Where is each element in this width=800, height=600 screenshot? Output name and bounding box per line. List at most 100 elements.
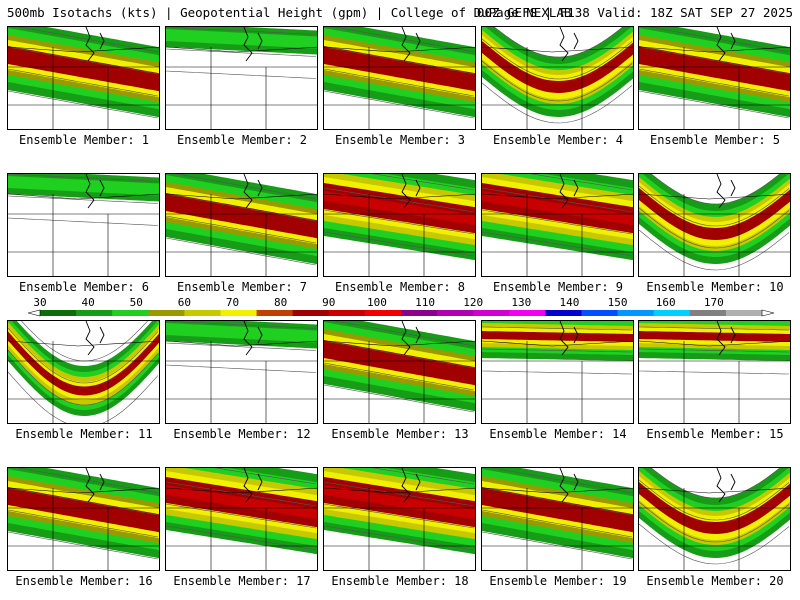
coastline: [559, 27, 579, 62]
ensemble-member-label: Ensemble Member: 4: [492, 133, 624, 147]
isotach-band-5: [166, 485, 317, 520]
political-border: [324, 487, 475, 494]
ensemble-member-label: Ensemble Member: 9: [492, 280, 624, 294]
coastline: [401, 321, 421, 356]
legend-swatch: [689, 310, 727, 316]
coastline: [243, 321, 263, 356]
height-contour: [529, 174, 633, 191]
ensemble-panel-10: [638, 173, 791, 277]
color-scale-legend: 30 40 50 60 70 80 90 100 110 120 130 140 150 160 170: [0, 296, 800, 322]
ensemble-map-1: [8, 27, 159, 129]
legend-tick-label: 110: [415, 296, 435, 309]
ensemble-map-2: [166, 27, 317, 129]
height-contour: [166, 193, 317, 222]
political-border: [8, 340, 159, 347]
figure-header: 500mb Isotachs (kts) | Geopotential Heig…: [7, 5, 793, 21]
height-contour: [482, 326, 633, 331]
political-border: [324, 340, 475, 347]
ensemble-member-label: Ensemble Member: 19: [489, 574, 627, 588]
height-contour: [166, 481, 317, 507]
height-contour: [166, 70, 317, 79]
isotach-band-4: [8, 46, 159, 92]
isotach-band-1: [166, 29, 317, 49]
height-contour: [8, 509, 159, 538]
ensemble-member-label: Ensemble Member: 13: [331, 427, 469, 441]
ensemble-panel-19: [481, 467, 634, 571]
legend-swatch: [545, 310, 582, 316]
legend-swatch: [364, 310, 402, 316]
ensemble-panel-16: [7, 467, 160, 571]
political-border: [639, 340, 790, 347]
ensemble-map-14: [482, 321, 633, 423]
height-contour: [8, 487, 159, 516]
height-contour: [324, 187, 475, 213]
legend-color-bar: [27, 309, 775, 317]
height-contour: [324, 384, 475, 413]
height-contour: [8, 46, 159, 75]
height-contour: [650, 174, 781, 205]
isotach-band-4: [482, 487, 633, 533]
height-contour: [639, 479, 790, 521]
height-contour: [639, 68, 790, 97]
political-border: [639, 193, 790, 200]
legend-swatch: [653, 310, 691, 316]
ensemble-member-label: Ensemble Member: 5: [649, 133, 781, 147]
ensemble-member-label: Ensemble Member: 15: [646, 427, 784, 441]
ensemble-member-label: Ensemble Member: 3: [334, 133, 466, 147]
height-contour: [482, 60, 633, 102]
height-contour: [324, 340, 475, 369]
height-contour: [648, 27, 790, 53]
coastline: [401, 174, 421, 209]
political-border: [324, 193, 475, 200]
header-run-info: 00Z GEFS | F138 Valid: 18Z SAT SEP 27 20…: [476, 5, 793, 20]
ensemble-member-label: Ensemble Member: 1: [18, 133, 150, 147]
height-contour: [166, 237, 317, 266]
header-title: 500mb Isotachs (kts) | Geopotential Heig…: [7, 5, 572, 20]
isotach-band-3: [8, 327, 159, 400]
legend-swatch: [509, 310, 546, 316]
legend-tick-label: 60: [177, 296, 192, 309]
height-contour: [639, 326, 790, 331]
political-border: [482, 487, 633, 494]
ensemble-panel-12: [165, 320, 318, 424]
ensemble-map-13: [324, 321, 475, 423]
isotach-band-4: [8, 331, 159, 396]
ensemble-panel-6: [7, 173, 160, 277]
ensemble-panel-2: [165, 26, 318, 130]
height-contour: [482, 531, 633, 560]
ensemble-panel-11: [7, 320, 160, 424]
height-contour: [166, 342, 317, 351]
height-contour: [639, 46, 790, 75]
coastline: [85, 468, 105, 503]
legend-swatch: [148, 310, 185, 316]
height-contour: [639, 185, 790, 227]
height-contour: [324, 46, 475, 75]
legend-swatch: [401, 310, 438, 316]
ensemble-member-label: Ensemble Member: 6: [18, 280, 150, 294]
height-contour: [371, 468, 475, 485]
ensemble-member-label: Ensemble Member: 14: [489, 427, 627, 441]
ensemble-member-label: Ensemble Member: 11: [15, 427, 153, 441]
isotach-band-1: [166, 323, 317, 343]
height-contour: [324, 481, 475, 507]
coastline: [559, 468, 579, 503]
legend-tick-label: 50: [129, 296, 143, 309]
height-contour: [8, 174, 159, 182]
coastline: [85, 174, 105, 209]
height-contour: [213, 468, 317, 485]
ensemble-member-label: Ensemble Member: 10: [646, 280, 784, 294]
coastline: [243, 468, 263, 503]
legend-tick-label: 100: [366, 296, 387, 309]
height-contour: [175, 174, 317, 200]
political-border: [166, 340, 317, 347]
ensemble-panel-5: [638, 26, 791, 130]
isotach-band-5: [482, 191, 633, 226]
legend-swatch: [617, 310, 655, 316]
political-border: [8, 193, 159, 200]
height-contour: [166, 364, 317, 373]
height-contour: [493, 27, 624, 58]
political-border: [482, 46, 633, 53]
height-contour: [491, 468, 633, 494]
coastline: [716, 174, 736, 209]
height-contour: [166, 215, 317, 244]
